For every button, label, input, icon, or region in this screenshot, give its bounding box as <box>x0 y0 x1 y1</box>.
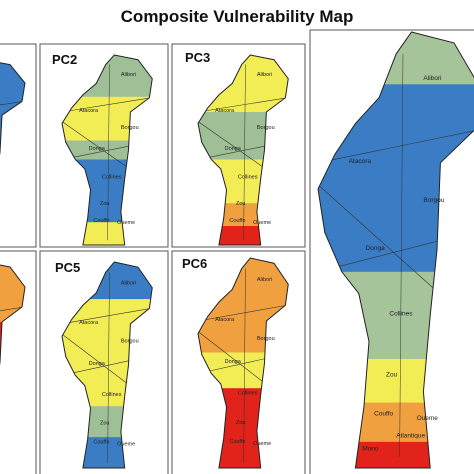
panel-frame <box>39 43 169 248</box>
region-label: Donga <box>225 146 242 152</box>
panel-label: PC3 <box>185 50 210 65</box>
region-label: Atacora <box>349 158 372 165</box>
panel-label: PC6 <box>182 256 207 271</box>
region-label: Borgou <box>257 336 275 342</box>
region-label: Zou <box>386 371 398 378</box>
boundary <box>107 272 110 463</box>
region-label: Oueme <box>117 441 135 447</box>
region-label: Couffo <box>229 439 245 445</box>
boundary <box>198 303 289 322</box>
region-label: Zou <box>100 201 109 207</box>
boundary <box>243 268 246 463</box>
region-label: Donga <box>89 146 106 152</box>
region-label: Borgou <box>121 338 139 344</box>
title: Composite Vulnerability Map <box>121 7 354 26</box>
region-label: Alibori <box>423 75 441 82</box>
region-label: Borgou <box>121 125 139 131</box>
region-label: Couffo <box>374 411 393 418</box>
boundary <box>62 96 153 113</box>
region-label: Atacora <box>79 320 99 326</box>
boundary <box>62 307 153 325</box>
region-label: Alibori <box>121 72 136 78</box>
region-label: Atacora <box>215 108 235 114</box>
border <box>317 31 474 469</box>
region-label: Atacora <box>79 108 99 114</box>
boundary <box>0 100 25 116</box>
region-label: Donga <box>366 245 386 252</box>
region-label: Collines <box>389 310 413 317</box>
panel-frame <box>171 43 306 248</box>
panel-frame <box>309 29 474 474</box>
region-label: Alibori <box>257 277 272 283</box>
border <box>61 261 153 469</box>
region-label: Couffo <box>93 218 109 224</box>
region-label: Zou <box>236 201 245 207</box>
region-label: Borgou <box>257 125 275 131</box>
panel-label: PC5 <box>55 260 80 275</box>
region-label: Collines <box>102 392 122 398</box>
boundary <box>0 305 25 323</box>
region-label: Couffo <box>93 439 109 445</box>
region-label: Atacora <box>215 317 235 323</box>
region-label: Oueme <box>417 415 439 422</box>
panel-frame <box>0 250 37 474</box>
panel-label: PC2 <box>52 52 77 67</box>
region-label: Zou <box>100 421 109 427</box>
region-label: Alibori <box>257 72 272 78</box>
border <box>61 54 153 246</box>
border <box>0 264 26 366</box>
border <box>197 54 289 246</box>
region-label: Oueme <box>117 220 135 226</box>
region-label: Borgou <box>423 197 444 204</box>
region-label: Donga <box>225 359 242 365</box>
region-label: Collines <box>238 391 258 397</box>
region-label: Collines <box>102 175 122 181</box>
boundary <box>198 96 289 113</box>
region-label: Alibori <box>121 281 136 287</box>
panel-frame <box>171 250 306 474</box>
region-label: Atlantique <box>396 432 425 439</box>
region-label: Zou <box>236 420 245 426</box>
region-label: Collines <box>238 175 258 181</box>
region-label: Oueme <box>253 220 271 226</box>
boundary <box>107 64 110 241</box>
panel-frame <box>39 250 169 474</box>
panel-frame <box>0 43 37 248</box>
boundary <box>243 64 246 241</box>
boundary <box>318 127 474 164</box>
boundary <box>399 53 404 458</box>
region-label: Oueme <box>253 441 271 447</box>
region-label: Donga <box>89 361 106 367</box>
region-label: Couffo <box>229 218 245 224</box>
region-label: Mono <box>362 446 379 453</box>
border <box>0 62 26 156</box>
border <box>197 257 289 469</box>
